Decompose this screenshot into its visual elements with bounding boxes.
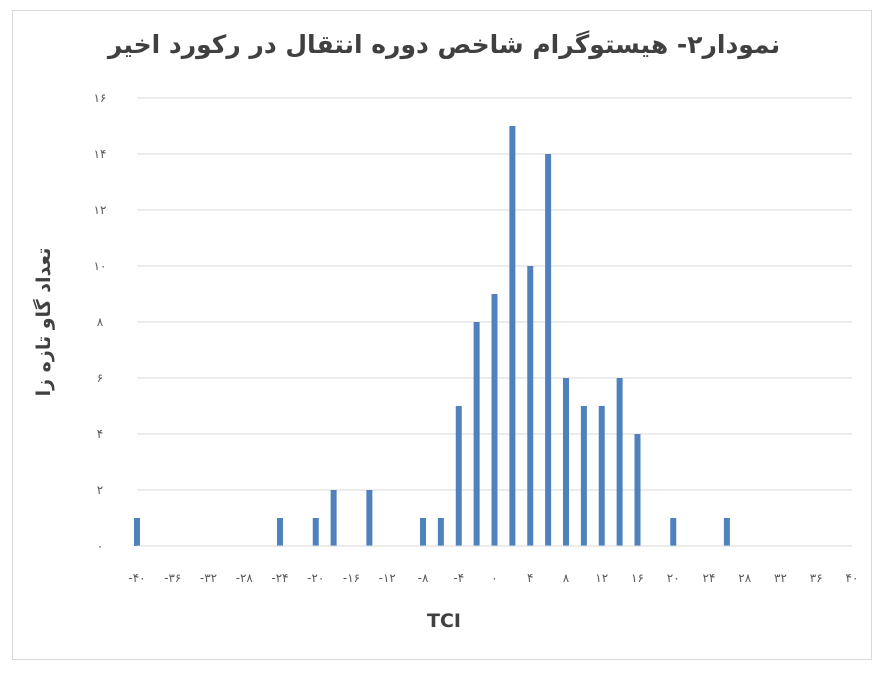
x-tick-label: -۲۸: [236, 571, 254, 585]
chart-frame: [12, 10, 872, 660]
x-tick-label: ۴: [527, 571, 533, 585]
histogram-bar: [634, 434, 641, 546]
x-tick-label: ۴۰: [846, 571, 859, 585]
x-tick-label: -۳۲: [200, 571, 217, 585]
x-tick-label: -۳۶: [164, 571, 181, 585]
y-tick-label: ۲: [97, 483, 103, 497]
histogram-bar: [491, 294, 498, 546]
y-tick-label: ۱۰: [94, 259, 107, 273]
y-axis-title: تعداد گاو تازه زا: [33, 247, 55, 397]
x-tick-label: ۱۶: [631, 571, 644, 585]
histogram-bar: [563, 378, 569, 546]
y-tick-label: ۱۲: [94, 203, 107, 217]
histogram-bar: [670, 518, 677, 546]
histogram-bar: [437, 518, 444, 546]
x-tick-label: -۱۶: [343, 571, 360, 585]
x-tick-label: ۲۰: [667, 571, 680, 585]
x-tick-label: ۰: [491, 571, 497, 585]
y-tick-label: ۰: [97, 539, 103, 553]
x-tick-label: -۴۰: [128, 571, 145, 585]
x-tick-label: -۲۰: [307, 571, 324, 585]
histogram-bar: [509, 126, 516, 546]
x-tick-label: ۳۲: [774, 571, 787, 585]
x-tick-label: ۲۴: [703, 571, 716, 585]
x-tick-label: ۲۸: [738, 571, 751, 585]
x-tick-label: -۲۴: [271, 571, 288, 585]
x-tick-label: -۴: [453, 571, 464, 585]
chart-title: نمودار۲- هیستوگرام شاخص دوره انتقال در ر…: [107, 30, 781, 59]
x-axis-title: TCI: [427, 610, 461, 632]
histogram-bar: [420, 518, 426, 546]
histogram-bar: [312, 518, 319, 546]
histogram-bar: [616, 378, 623, 546]
y-tick-label: ۱۴: [94, 147, 107, 161]
histogram-bar: [723, 518, 730, 546]
histogram-bar: [134, 518, 140, 546]
histogram-bar: [473, 322, 480, 546]
histogram-bar: [527, 266, 534, 546]
y-tick-label: ۶: [97, 371, 103, 385]
x-tick-label: -۱۲: [379, 571, 396, 585]
histogram-bar: [277, 518, 283, 546]
x-tick-label: -۸: [418, 571, 429, 585]
x-tick-label: ۸: [563, 571, 570, 585]
histogram-bar: [366, 490, 373, 546]
histogram-bar: [580, 406, 587, 546]
y-tick-label: ۱۶: [94, 91, 107, 105]
histogram-bar: [598, 406, 605, 546]
bars: [134, 126, 730, 546]
x-tick-label: ۱۲: [595, 571, 608, 585]
histogram-bar: [455, 406, 462, 546]
histogram-bar: [545, 154, 552, 546]
y-tick-label: ۸: [97, 315, 104, 329]
histogram-bar: [330, 490, 337, 546]
y-tick-label: ۴: [97, 427, 103, 441]
x-tick-label: ۳۶: [810, 571, 823, 585]
